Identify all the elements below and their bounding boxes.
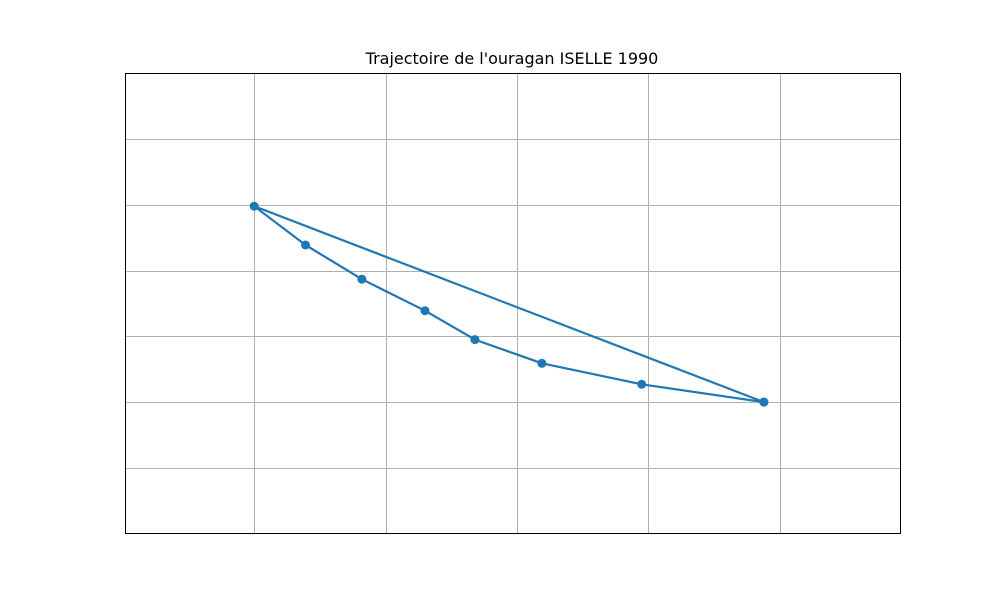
- grid-layer: [125, 73, 901, 534]
- series-layer: [249, 201, 769, 407]
- data-point-0-5: [357, 274, 367, 284]
- data-point-0-4: [420, 306, 430, 316]
- data-point-0-2: [537, 358, 547, 368]
- data-point-0-3: [470, 335, 480, 345]
- plot-area-frame: [125, 73, 901, 534]
- data-point-0-1: [637, 379, 647, 389]
- data-point-0-7: [249, 201, 259, 211]
- series-line-0: [253, 205, 766, 404]
- data-point-0-6: [301, 240, 310, 250]
- data-point-0-8: [759, 397, 769, 407]
- chart-title: Trajectoire de l'ouragan ISELLE 1990: [365, 49, 659, 68]
